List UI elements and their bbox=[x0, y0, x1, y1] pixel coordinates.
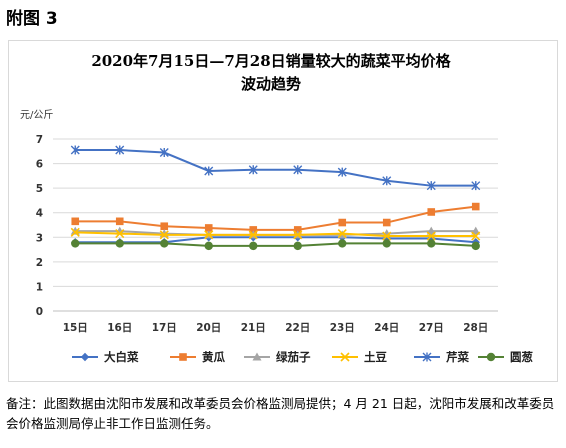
x-tick-label: 20日 bbox=[196, 322, 221, 334]
data-point bbox=[382, 239, 391, 248]
footnote: 备注：此图数据由沈阳市发展和改革委员会价格监测局提供；4 月 21 日起，沈阳市… bbox=[6, 396, 555, 431]
data-point bbox=[159, 230, 169, 240]
data-point bbox=[160, 222, 169, 231]
data-point bbox=[204, 230, 214, 240]
figure-label: 附图 3 bbox=[6, 9, 58, 29]
legend-label: 黄瓜 bbox=[202, 350, 225, 364]
data-point bbox=[471, 226, 481, 235]
y-tick-label: 4 bbox=[36, 208, 43, 220]
y-tick-label: 2 bbox=[36, 257, 43, 269]
data-point bbox=[426, 226, 436, 235]
data-point bbox=[338, 239, 347, 248]
x-tick-label: 21日 bbox=[241, 322, 266, 334]
data-point bbox=[249, 226, 258, 234]
data-point bbox=[338, 218, 347, 227]
legend-label: 圆葱 bbox=[510, 350, 533, 364]
data-point bbox=[293, 241, 302, 251]
data-point bbox=[427, 234, 436, 243]
y-tick-label: 5 bbox=[36, 183, 43, 195]
data-point bbox=[204, 241, 213, 251]
x-tick-label: 17日 bbox=[152, 322, 177, 334]
data-point bbox=[248, 165, 258, 175]
data-point bbox=[115, 229, 125, 239]
data-point bbox=[293, 226, 302, 234]
data-point bbox=[204, 166, 214, 176]
series-line-5 bbox=[75, 242, 476, 247]
legend-marker bbox=[486, 352, 496, 362]
data-point bbox=[293, 165, 303, 175]
chart-frame bbox=[8, 40, 558, 382]
x-tick-label: 23日 bbox=[330, 322, 355, 334]
legend-marker bbox=[252, 352, 262, 361]
legend-label: 芹菜 bbox=[446, 350, 469, 364]
y-tick-label: 6 bbox=[36, 159, 43, 171]
legend-marker bbox=[80, 352, 90, 362]
data-point bbox=[159, 148, 169, 158]
data-point bbox=[249, 241, 258, 251]
data-point bbox=[204, 224, 213, 232]
data-point bbox=[471, 241, 480, 251]
data-point bbox=[248, 230, 258, 240]
data-point bbox=[382, 176, 392, 186]
y-tick-label: 0 bbox=[36, 306, 43, 318]
legend-marker bbox=[340, 352, 350, 362]
x-tick-label: 27日 bbox=[419, 322, 444, 334]
y-tick-label: 3 bbox=[36, 232, 43, 244]
series-line-1 bbox=[75, 205, 476, 231]
data-point bbox=[382, 218, 391, 227]
x-tick-label: 24日 bbox=[374, 322, 399, 334]
legend-marker bbox=[422, 352, 432, 362]
data-point bbox=[382, 234, 391, 243]
data-point bbox=[337, 229, 347, 239]
data-point bbox=[426, 181, 436, 191]
data-point bbox=[471, 202, 480, 211]
chart-title-line1: 2020年7月15日—7月28日销量较大的蔬菜平均价格 bbox=[91, 52, 451, 70]
data-point bbox=[427, 208, 436, 216]
series-line-0 bbox=[75, 236, 476, 244]
x-tick-label: 16日 bbox=[107, 322, 132, 334]
y-tick-label: 1 bbox=[36, 281, 43, 293]
data-point bbox=[160, 239, 169, 248]
legend-label: 大白菜 bbox=[104, 350, 139, 364]
data-point bbox=[293, 230, 303, 240]
data-point bbox=[337, 167, 347, 177]
data-point bbox=[471, 181, 481, 191]
data-point bbox=[115, 145, 125, 155]
data-point bbox=[71, 239, 80, 248]
chart-title-line2: 波动趋势 bbox=[240, 75, 301, 93]
data-point bbox=[70, 227, 80, 237]
data-point bbox=[115, 239, 124, 248]
y-tick-label: 7 bbox=[36, 134, 43, 146]
x-tick-label: 22日 bbox=[285, 322, 310, 334]
data-point bbox=[427, 239, 436, 248]
data-point bbox=[382, 231, 392, 241]
legend-marker bbox=[179, 353, 187, 361]
data-point bbox=[426, 231, 436, 241]
y-axis-unit: 元/公斤 bbox=[20, 109, 53, 121]
data-point bbox=[70, 145, 80, 155]
legend-label: 土豆 bbox=[364, 350, 387, 364]
series-line-3 bbox=[75, 231, 476, 238]
data-point bbox=[71, 217, 80, 226]
legend-label: 绿茄子 bbox=[276, 350, 311, 364]
x-tick-label: 28日 bbox=[463, 322, 488, 334]
data-point bbox=[115, 217, 124, 226]
data-point bbox=[471, 231, 481, 241]
series-line-4 bbox=[75, 149, 476, 187]
x-tick-label: 15日 bbox=[63, 322, 88, 334]
